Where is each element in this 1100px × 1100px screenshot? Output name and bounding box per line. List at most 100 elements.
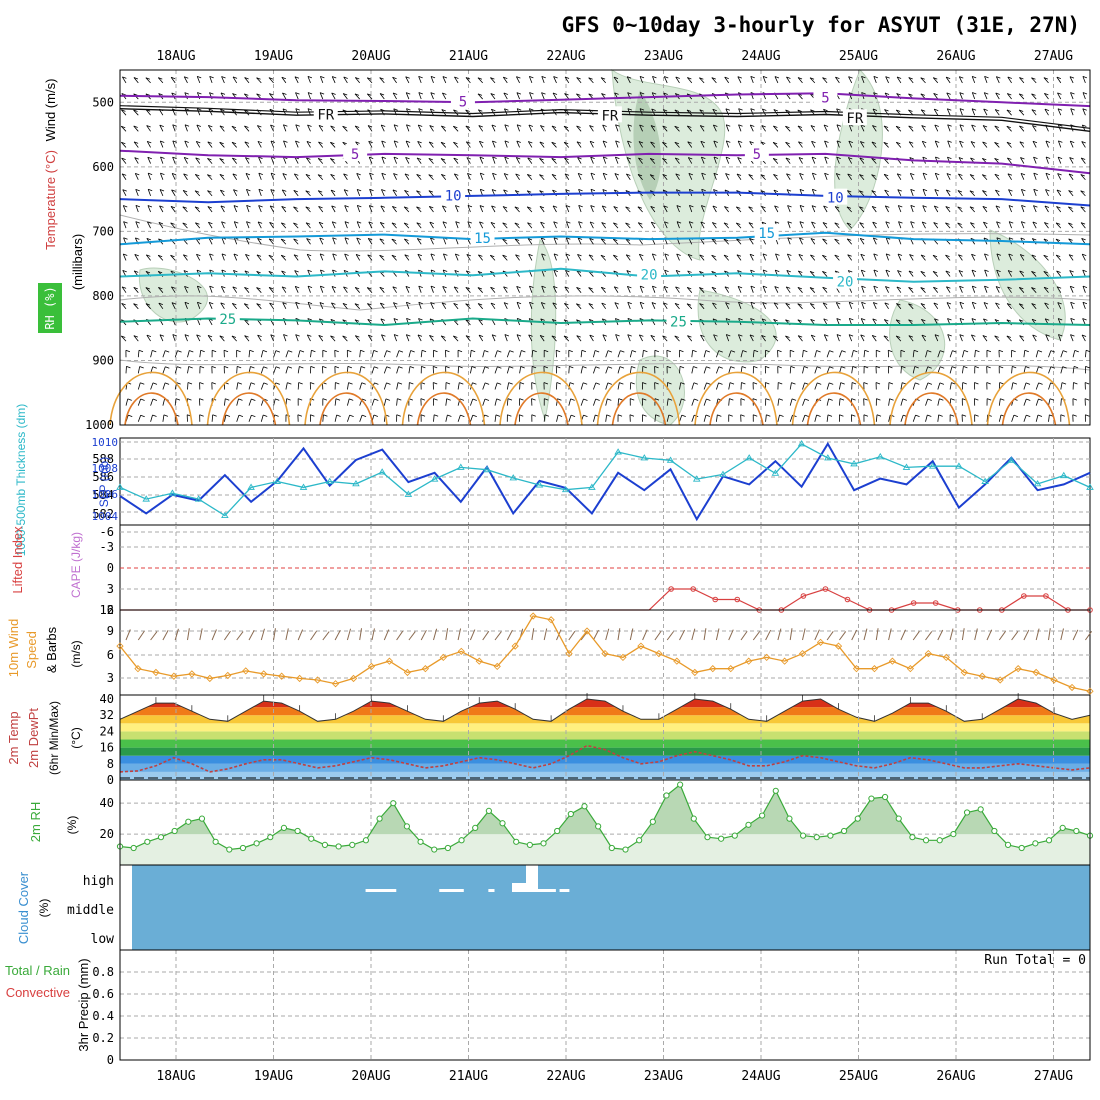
wind-barb <box>470 350 472 358</box>
wind-barb-flag <box>515 173 520 176</box>
wind-barb <box>121 286 127 293</box>
wind-barb-flag <box>1031 254 1036 257</box>
wind-barb-flag <box>146 254 151 257</box>
wind-barb-flag <box>299 366 304 369</box>
wind-barb-flag <box>615 124 620 127</box>
wind-barb <box>565 253 570 261</box>
wind-barb-flag <box>995 92 1000 95</box>
wind-barb-flag <box>570 414 576 418</box>
wind-barb <box>359 382 363 390</box>
wind-barb <box>590 205 594 213</box>
wind-barb-flag <box>165 350 170 353</box>
wind-barb <box>1044 205 1049 213</box>
wind-barb-flag <box>502 206 508 209</box>
wind-barb <box>797 77 803 84</box>
temp-band <box>120 763 1090 772</box>
wind-barb-flag <box>740 398 746 401</box>
wind-barb-flag <box>589 318 594 322</box>
wind-barb-flag <box>1070 318 1075 321</box>
wind-barb-flag <box>724 189 730 192</box>
rh2m-marker <box>1059 824 1066 832</box>
rh2m-marker <box>198 815 206 822</box>
wind-barb <box>900 382 903 390</box>
wind-barb-flag <box>135 237 140 240</box>
wind-barb-flag <box>699 109 704 112</box>
wind-barb-flag <box>557 398 562 401</box>
wind-barb-flag <box>516 301 522 305</box>
wind-barb-flag <box>159 334 165 337</box>
wind-barb <box>273 398 276 406</box>
wind-barb <box>430 92 434 100</box>
wind-barb-flag <box>725 108 730 111</box>
wind-barb-flag <box>900 349 906 353</box>
thickness-line <box>119 443 1091 517</box>
wind-barb <box>873 286 877 293</box>
temp-contour-30 <box>694 371 778 426</box>
wind-barb <box>381 334 385 342</box>
wind-barb-flag <box>817 382 822 385</box>
wind-barb-flag <box>873 237 878 240</box>
wind-barb-flag <box>430 302 435 305</box>
wind-barb <box>822 271 828 277</box>
wind-barb <box>295 140 299 148</box>
wind-barb-flag <box>995 286 1001 289</box>
wind-barb <box>996 253 1000 261</box>
wind-barb-flag <box>121 125 126 129</box>
rh2m-marker <box>636 837 643 844</box>
wind-barb-flag <box>849 301 854 305</box>
wind-barb-flag <box>540 237 546 240</box>
wind-barb <box>470 415 474 422</box>
wind-barb <box>445 414 448 422</box>
wind-barb-flag <box>369 205 374 208</box>
rh2m-marker <box>977 806 984 813</box>
wind-barb <box>703 350 707 358</box>
wind-barb-flag <box>281 222 286 225</box>
wind-barb-flag <box>615 318 620 321</box>
wind-barb <box>396 382 399 390</box>
wind10m-marker <box>206 674 214 683</box>
wind-barb <box>679 415 683 422</box>
wind-barb <box>122 205 127 213</box>
wind-barb <box>430 302 434 309</box>
slp-y-tick-label: 1006 <box>92 488 119 501</box>
wind-barb-flag <box>283 140 288 143</box>
wind-barb <box>871 158 877 164</box>
wind-barb-flag <box>1069 270 1074 273</box>
wind-barb-flag <box>958 157 964 160</box>
wind10m-barb <box>617 628 621 641</box>
wind-barb <box>666 414 670 422</box>
wind-barb <box>824 156 828 164</box>
wind-barb-flag <box>888 349 893 353</box>
temp-contour-line <box>119 317 1091 327</box>
wind-barb-flag <box>888 365 893 369</box>
wind-barb <box>207 125 213 132</box>
wind-barb <box>170 206 176 213</box>
wind-barb-flag <box>607 350 613 353</box>
wind-barb-flag <box>1073 382 1078 385</box>
wind-barb <box>516 334 520 342</box>
wind-barb-flag <box>171 286 176 289</box>
wind-barb-flag <box>563 125 569 129</box>
wind10m-marker <box>152 668 160 677</box>
thickness-marker <box>535 481 544 488</box>
wind-barb-flag <box>1043 77 1049 80</box>
wind-barb-flag <box>711 271 716 274</box>
wind-barb <box>224 414 227 422</box>
wind10m-barb <box>187 628 190 641</box>
wind-barb-flag <box>773 125 778 128</box>
wind-barb <box>627 124 631 132</box>
wind-barb-flag <box>908 287 913 290</box>
wind-barb <box>835 76 840 84</box>
wind-barb <box>1080 157 1086 164</box>
wind-barb-flag <box>244 335 249 338</box>
wind10m-barb <box>777 628 782 641</box>
wind-barb-flag <box>521 350 526 353</box>
wind-barb-flag <box>211 365 216 369</box>
wind-barb <box>836 156 840 164</box>
rh2m-marker <box>130 844 137 852</box>
wind-barb-flag <box>386 382 391 385</box>
wind-barb-flag <box>994 335 999 338</box>
wind-barb-flag <box>529 285 534 288</box>
wind-barb <box>773 125 779 132</box>
wind-barb <box>527 222 533 229</box>
